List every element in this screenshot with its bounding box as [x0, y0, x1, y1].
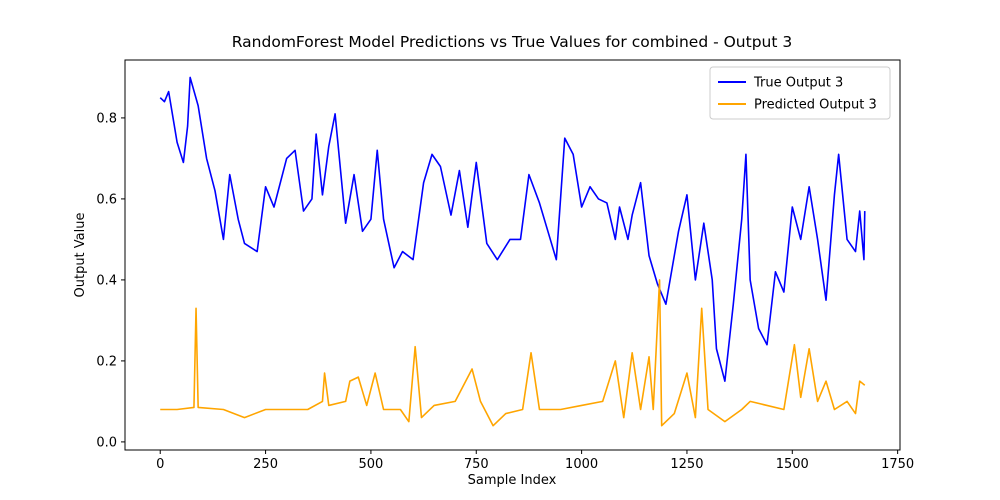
x-tick-label: 1750: [881, 457, 914, 472]
x-tick-label: 1500: [776, 457, 809, 472]
x-tick-label: 0: [156, 457, 164, 472]
x-tick-label: 1000: [565, 457, 598, 472]
x-tick-label: 1250: [670, 457, 703, 472]
x-tick-label: 750: [464, 457, 489, 472]
y-tick-label: 0.4: [96, 273, 117, 288]
x-tick-label: 500: [359, 457, 384, 472]
legend-label: Predicted Output 3: [754, 98, 877, 113]
y-tick-label: 0.0: [96, 435, 117, 450]
chart-title: RandomForest Model Predictions vs True V…: [232, 33, 793, 51]
y-tick-label: 0.6: [96, 192, 117, 207]
series-line: [160, 279, 866, 427]
x-axis-label: Sample Index: [468, 473, 557, 488]
y-tick-label: 0.2: [96, 354, 117, 369]
y-axis-label: Output Value: [73, 213, 88, 298]
y-tick-label: 0.8: [96, 111, 117, 126]
legend-box: [709, 66, 891, 120]
legend-label: True Output 3: [753, 76, 843, 91]
x-tick-label: 250: [253, 457, 278, 472]
series-line: [159, 76, 866, 382]
plot-frame: [124, 59, 901, 451]
